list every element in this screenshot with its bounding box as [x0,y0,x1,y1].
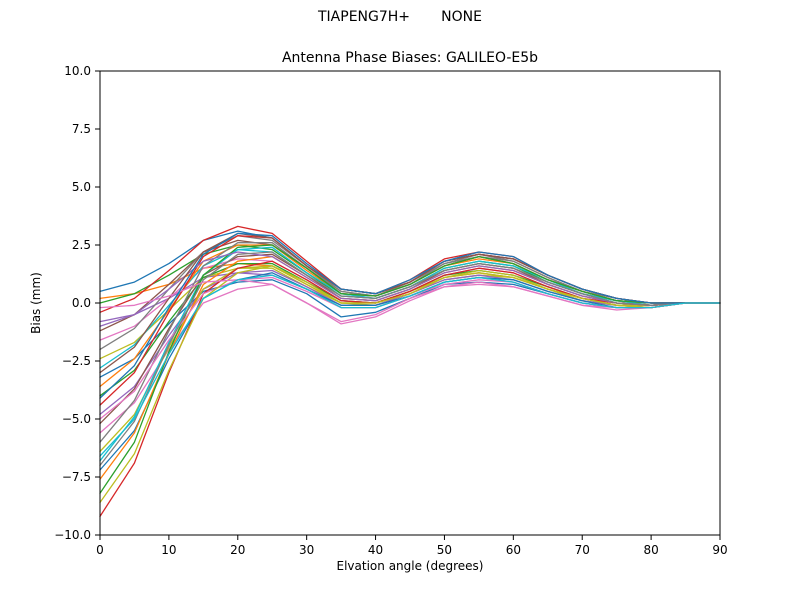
y-tick-label: −7.5 [62,470,91,484]
series-line-22 [99,244,721,494]
x-axis-label: Elvation angle (degrees) [336,559,484,573]
y-axis-label: Bias (mm) [29,272,43,334]
x-tick-label: 90 [712,543,727,557]
y-tick-label: 5.0 [72,180,91,194]
x-tick-label: 50 [437,543,452,557]
plot-area: 0 10 20 30 40 50 60 70 80 90 10.0 7.5 5.0 2.5 0.0 −2.5 −… [54,64,727,557]
series-line-16 [99,283,721,434]
x-tick-label: 60 [506,543,521,557]
y-tick-label: 7.5 [72,122,91,136]
x-tick-label: 30 [299,543,314,557]
y-tick-label: −10.0 [54,528,91,542]
y-tick-label: 0.0 [72,296,91,310]
axes-title: Antenna Phase Biases: GALILEO-E5b [281,50,539,66]
series-line-30 [99,232,721,399]
x-tick-label: 20 [230,543,245,557]
figure-suptitle: TIAPENG7H+ NONE [318,9,482,25]
x-tick-label: 40 [368,543,383,557]
y-tick-label: −2.5 [62,354,91,368]
x-tick-label: 10 [161,543,176,557]
x-tick-label: 70 [575,543,590,557]
series-line-27 [99,251,721,467]
x-tick-label: 0 [96,543,104,557]
y-tick-label: 2.5 [72,238,91,252]
series-line-31 [99,274,721,457]
x-tick-label: 80 [643,543,658,557]
y-tick-label: −5.0 [62,412,91,426]
y-tick-label: 10.0 [64,64,91,78]
